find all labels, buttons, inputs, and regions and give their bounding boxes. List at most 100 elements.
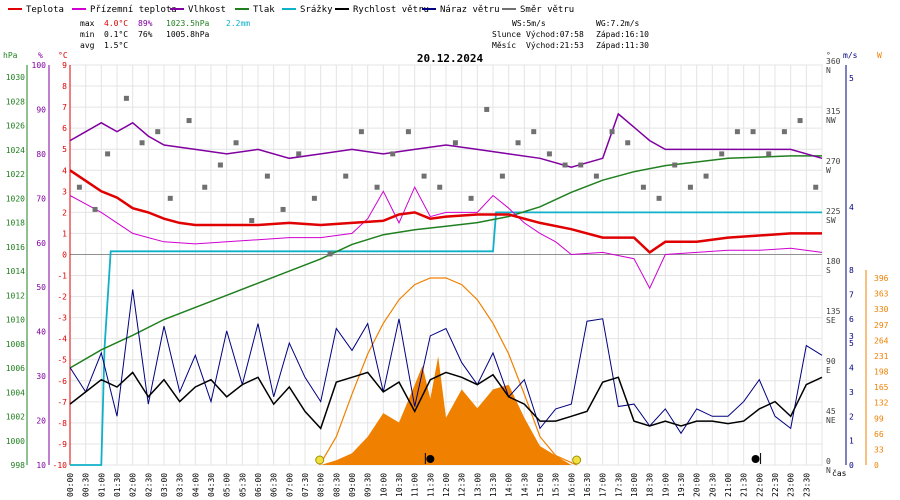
time-tick-label: 04:30 [207, 473, 216, 497]
wind-tick-label: 8 [849, 266, 854, 275]
stats-avg-temp: 1.5°C [104, 41, 128, 50]
time-tick-label: 09:00 [348, 473, 357, 497]
wind-direction-point [734, 129, 740, 135]
temperature-tick-label: 0 [62, 250, 67, 259]
stats-moon-set: Západ:11:30 [596, 41, 649, 50]
wind-direction-point [405, 129, 411, 135]
stats-sun-rise: Východ:07:58 [526, 30, 584, 39]
wind-tick-label: 7 [849, 290, 854, 299]
pressure-tick-label: 1030 [6, 73, 25, 82]
stats-max-label: max [80, 19, 95, 28]
wind-direction-point [249, 218, 255, 224]
humidity-tick-label: 20 [36, 417, 46, 426]
temperature-tick-label: 3 [62, 187, 67, 196]
pressure-tick-label: 1004 [6, 388, 25, 397]
series-temperature [69, 169, 822, 254]
time-tick-label: 13:00 [473, 473, 482, 497]
time-tick-label: 08:00 [317, 473, 326, 497]
legend: Teplota Přízemní teplota Vlhkost Tlak Sr… [8, 5, 574, 15]
solar-tick-label: 33 [874, 445, 884, 454]
time-tick-label: 10:30 [395, 473, 404, 497]
wind-direction-point [92, 206, 98, 212]
pressure-tick-label: 1002 [6, 413, 25, 422]
stats-min-press: 1005.8hPa [166, 30, 210, 39]
wind-direction-point [546, 151, 552, 157]
series-humidity [69, 112, 823, 168]
time-tick-label: 15:30 [552, 473, 561, 497]
series-rain [70, 211, 822, 466]
solar-tick-label: 0 [874, 461, 879, 470]
direction-tick-dir: N [826, 66, 831, 75]
time-tick-label: 22:30 [771, 473, 780, 497]
time-tick-label: 19:30 [677, 473, 686, 497]
time-tick-label: 21:30 [740, 473, 749, 497]
temperature-tick-label: -7 [57, 398, 67, 407]
solar-tick-label: 264 [874, 336, 889, 345]
wind-direction-point [280, 206, 286, 212]
direction-tick-dir: E [826, 366, 831, 375]
wind-direction-point [105, 151, 111, 157]
solar-tick-label: 363 [874, 290, 889, 299]
wind-tick-label: 2 [849, 412, 854, 421]
direction-tick-dir: SW [826, 216, 836, 225]
solar-tick-label: 132 [874, 399, 889, 408]
wind-direction-point [217, 162, 223, 168]
stats-min-label: min [80, 30, 95, 39]
solar-tick-label: 99 [874, 414, 884, 423]
wind-direction-point [421, 173, 427, 179]
stats-max-rain: 2.2mm [226, 19, 250, 28]
time-tick-label: 20:00 [693, 473, 702, 497]
series [69, 95, 823, 466]
direction-tick-dir: S [826, 266, 831, 275]
wind-direction-point [750, 129, 756, 135]
temperature-tick-label: -2 [57, 293, 67, 302]
time-tick-label: 20:30 [708, 473, 717, 497]
time-tick-label: 09:30 [364, 473, 373, 497]
wind-tick-label: 5 [849, 339, 854, 348]
wind-direction-point [123, 95, 129, 101]
time-tick-label: 06:00 [254, 473, 263, 497]
stats-moon-rise: Východ:21:53 [526, 41, 584, 50]
wind-direction-point [562, 162, 568, 168]
wind-direction-point [515, 140, 521, 146]
time-tick-label: 07:00 [285, 473, 294, 497]
stats-block: max 4.0°C 89% 1023.5hPa 2.2mm min 0.1°C … [80, 19, 649, 50]
series-solar-radiation [320, 356, 572, 465]
series-pressure [69, 155, 822, 369]
humidity-tick-label: 80 [36, 150, 46, 159]
direction-tick-value: 135 [826, 307, 841, 316]
time-tick-label: 08:30 [332, 473, 341, 497]
humidity-tick-label: 90 [36, 105, 46, 114]
pressure-tick-label: 998 [11, 461, 26, 470]
axes: 9981000100210041006100810101012101410161… [6, 57, 889, 497]
wind-top-tick-label: 5 [849, 74, 854, 83]
legend-label-tlak: Tlak [253, 5, 275, 15]
temperature-tick-label: 8 [62, 82, 67, 91]
wind-top-tick-label: 3 [849, 332, 854, 341]
legend-label-teplota: Teplota [26, 5, 64, 15]
wind-direction-point [186, 118, 192, 124]
legend-label-rychlost-vetru: Rychlost větru [353, 5, 429, 15]
solar-tick-label: 297 [874, 321, 889, 330]
time-tick-label: 16:30 [583, 473, 592, 497]
wind-direction-point [202, 184, 208, 190]
pressure-tick-label: 1016 [6, 243, 25, 252]
time-tick-label: 01:00 [97, 473, 106, 497]
temperature-tick-label: -10 [53, 461, 68, 470]
direction-tick-value: 90 [826, 357, 836, 366]
time-tick-label: 05:00 [223, 473, 232, 497]
time-tick-label: 07:30 [301, 473, 310, 497]
wind-direction-point [358, 129, 364, 135]
humidity-tick-label: 60 [36, 239, 46, 248]
time-tick-label: 04:00 [191, 473, 200, 497]
direction-tick-dir: NE [826, 416, 836, 425]
temperature-tick-label: 9 [62, 61, 67, 70]
stats-max-temp: 4.0°C [104, 19, 128, 28]
humidity-tick-label: 50 [36, 283, 46, 292]
wind-direction-point [797, 118, 803, 124]
temperature-tick-label: 4 [62, 166, 67, 175]
stats-min-hum: 76% [138, 30, 153, 39]
stats-ws: WS:5m/s [512, 19, 546, 28]
legend-label-naraz-vetru: Náraz větru [440, 5, 500, 15]
temperature-tick-label: -8 [57, 419, 67, 428]
